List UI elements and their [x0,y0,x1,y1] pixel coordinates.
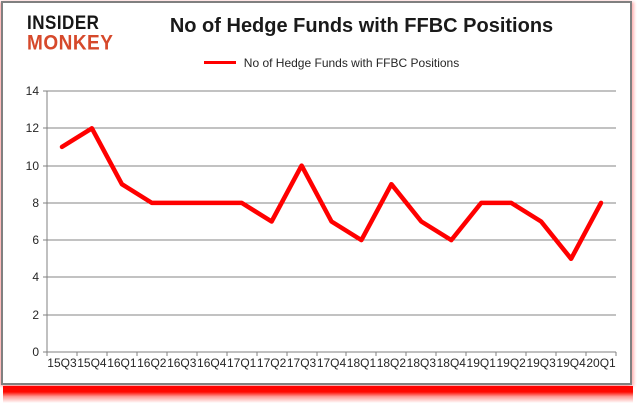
svg-text:19Q3: 19Q3 [526,356,556,370]
chart-title: No of Hedge Funds with FFBC Positions [169,15,554,37]
y-gridlines [43,90,616,353]
svg-text:4: 4 [32,270,39,284]
svg-text:17Q4: 17Q4 [317,356,347,370]
svg-text:20Q1: 20Q1 [586,356,616,370]
svg-text:17Q1: 17Q1 [227,356,257,370]
series-line [59,126,604,262]
svg-text:19Q1: 19Q1 [467,356,497,370]
svg-text:15Q3: 15Q3 [47,356,77,370]
logo-text-monkey: MONKEY [27,31,114,55]
svg-text:18Q4: 18Q4 [437,356,467,370]
legend-label: No of Hedge Funds with FFBC Positions [243,55,460,70]
frame-red-shadow [3,386,633,403]
svg-text:2: 2 [32,308,39,322]
chart-card: INSIDER MONKEY No of Hedge Funds with FF… [1,1,632,385]
logo-text-insider: INSIDER [27,11,100,34]
legend-line-swatch [203,61,236,64]
svg-text:18Q3: 18Q3 [407,356,437,370]
svg-text:8: 8 [32,196,39,210]
svg-text:12: 12 [26,121,40,135]
svg-text:18Q2: 18Q2 [377,356,407,370]
svg-text:15Q4: 15Q4 [77,356,107,370]
svg-text:16Q2: 16Q2 [137,356,167,370]
svg-text:19Q2: 19Q2 [497,356,527,370]
svg-text:10: 10 [26,159,40,173]
svg-text:0: 0 [32,345,39,359]
axes [43,91,617,356]
x-axis-labels: 15Q3 15Q4 16Q1 16Q2 16Q3 16Q4 17Q1 17Q2 17Q3 17Q4… [47,356,616,370]
svg-text:16Q3: 16Q3 [167,356,197,370]
y-axis-labels: 0 2 4 6 8 10 12 14 [26,84,40,359]
svg-text:6: 6 [32,233,39,247]
svg-text:17Q2: 17Q2 [257,356,287,370]
insider-monkey-logo: INSIDER MONKEY [27,11,114,55]
svg-text:16Q1: 16Q1 [107,356,137,370]
svg-text:14: 14 [26,84,40,98]
svg-text:16Q4: 16Q4 [197,356,227,370]
chart-legend: No of Hedge Funds with FFBC Positions [47,55,616,70]
svg-text:19Q4: 19Q4 [556,356,586,370]
svg-text:17Q3: 17Q3 [287,356,317,370]
svg-text:18Q1: 18Q1 [347,356,377,370]
